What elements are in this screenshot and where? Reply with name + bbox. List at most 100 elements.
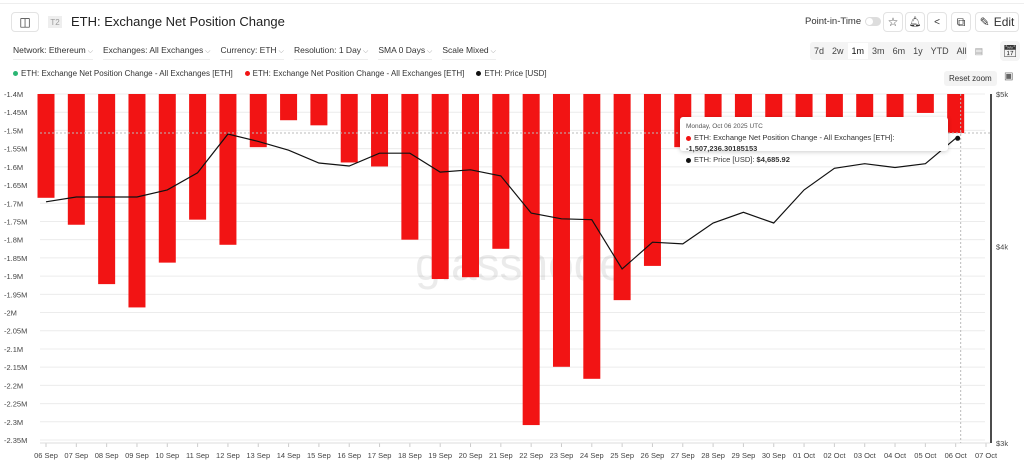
x-tick-label: 16 Sep [337,451,361,460]
bell-icon: 🔔︎ [908,16,922,28]
bar [734,94,752,119]
x-tick-label: 24 Sep [580,451,604,460]
x-tick-label: 15 Sep [307,451,331,460]
sidebar-toggle-button[interactable]: ◫ [11,12,39,32]
x-tick-label: 06 Oct [945,451,968,460]
reset-zoom-button[interactable]: Reset zoom [944,71,997,86]
bar [431,94,449,280]
filter-scale[interactable]: Scale Mixed [442,45,496,60]
legend-item[interactable]: ETH: Exchange Net Position Change - All … [13,69,233,78]
bar [643,94,661,266]
y-tick-label: -2.05M [4,327,27,336]
x-tick-label: 28 Sep [701,451,725,460]
tooltip-date: Monday, Oct 06 2025 UTC [686,123,763,130]
bar [522,94,540,426]
top-divider [0,3,1024,4]
range-2w[interactable]: 2w [832,46,844,56]
bar [401,94,419,240]
legend-dot-black [476,71,482,77]
y-tick-label: -2.15M [4,363,27,372]
range-3m[interactable]: 3m [872,46,885,56]
bar [613,94,631,301]
legend-dot-red [244,71,250,77]
point-in-time-toggle[interactable]: Point-in-Time [805,16,882,27]
bar [492,94,510,249]
copy-button[interactable]: ⧉ [951,12,971,32]
x-tick-label: 18 Sep [398,451,422,460]
filter-exchanges[interactable]: Exchanges: All Exchanges [103,45,211,60]
price-line [45,133,957,270]
star-icon: ☆ [887,15,899,29]
filter-bar: Network: Ethereum Exchanges: All Exchang… [13,45,496,60]
bar [158,94,176,263]
calendar-button[interactable]: 📅︎ [1000,41,1020,61]
right-tick-label: $4k [996,242,1008,251]
bar [704,94,722,120]
y-tick-label: -1.45M [4,108,27,117]
x-tick-label: 30 Sep [762,451,786,460]
pencil-icon: ✎ [979,15,990,29]
tooltip-dot-red [686,135,691,141]
legend-item[interactable]: ETH: Price [USD] [476,69,547,78]
bar [947,94,965,134]
sidebar-icon: ◫ [19,15,31,29]
toggle-switch[interactable] [865,17,882,26]
bar [825,94,843,118]
bar [189,94,207,220]
x-tick-label: 19 Sep [428,451,452,460]
bar [280,94,298,121]
edit-button[interactable]: ✎ Edit [975,12,1019,32]
y-tick-label: -1.75M [4,217,27,226]
camera-icon[interactable]: ▣ [1004,71,1014,82]
x-tick-label: 08 Sep [95,451,119,460]
filter-sma[interactable]: SMA 0 Days [378,45,433,60]
y-tick-label: -1.5M [4,126,23,135]
x-tick-label: 23 Sep [550,451,574,460]
tooltip-net-value: -1,507,236.30185153 [686,144,758,153]
bar [583,94,601,379]
alert-button[interactable]: 🔔︎ [905,12,925,32]
filter-network[interactable]: Network: Ethereum [13,45,94,60]
y-tick-label: -1.55M [4,145,27,154]
range-ytd[interactable]: YTD [930,46,949,56]
copy-icon: ⧉ [956,14,966,29]
legend-item[interactable]: ETH: Exchange Net Position Change - All … [244,69,465,78]
x-tick-label: 04 Oct [884,451,907,460]
bar [219,94,237,245]
range-selector: 7d 2w 1m 3m 6m 1y YTD All ▤ [810,42,983,60]
y-tick-label: -2.2M [4,381,23,390]
range-6m[interactable]: 6m [892,46,906,56]
x-tick-label: 27 Sep [671,451,695,460]
tooltip-price-label: ETH: Price [USD]: [694,155,755,164]
range-all[interactable]: All [956,46,967,56]
bar [765,94,783,118]
range-1y[interactable]: 1y [913,46,923,56]
x-tick-label: 05 Oct [914,451,937,460]
calendar-icon: 📅︎ [1002,44,1018,58]
range-7d[interactable]: 7d [814,46,825,56]
bar [340,94,358,163]
tooltip-net-label: ETH: Exchange Net Position Change - All … [694,133,895,142]
range-1m[interactable]: 1m [847,43,869,59]
share-button[interactable]: < [927,12,947,32]
filter-resolution[interactable]: Resolution: 1 Day [293,45,369,60]
bar [310,94,328,126]
legend-label: ETH: Exchange Net Position Change - All … [252,69,465,78]
x-tick-label: 06 Sep [34,451,58,460]
zoom-select-icon[interactable]: ▤ [974,45,984,56]
filter-currency[interactable]: Currency: ETH [220,45,284,60]
x-tick-label: 26 Sep [641,451,665,460]
page-title: ETH: Exchange Net Position Change [71,14,285,29]
x-tick-label: 14 Sep [277,451,301,460]
favorite-button[interactable]: ☆ [883,12,903,32]
y-tick-label: -2M [4,309,17,318]
bar [37,94,55,198]
x-tick-label: 09 Sep [125,451,149,460]
x-tick-label: 20 Sep [459,451,483,460]
x-tick-label: 11 Sep [186,451,209,460]
x-tick-label: 03 Oct [854,451,877,460]
right-tick-label: $3k [996,439,1008,448]
x-tick-label: 02 Oct [823,451,846,460]
legend-dot-green [13,71,18,77]
